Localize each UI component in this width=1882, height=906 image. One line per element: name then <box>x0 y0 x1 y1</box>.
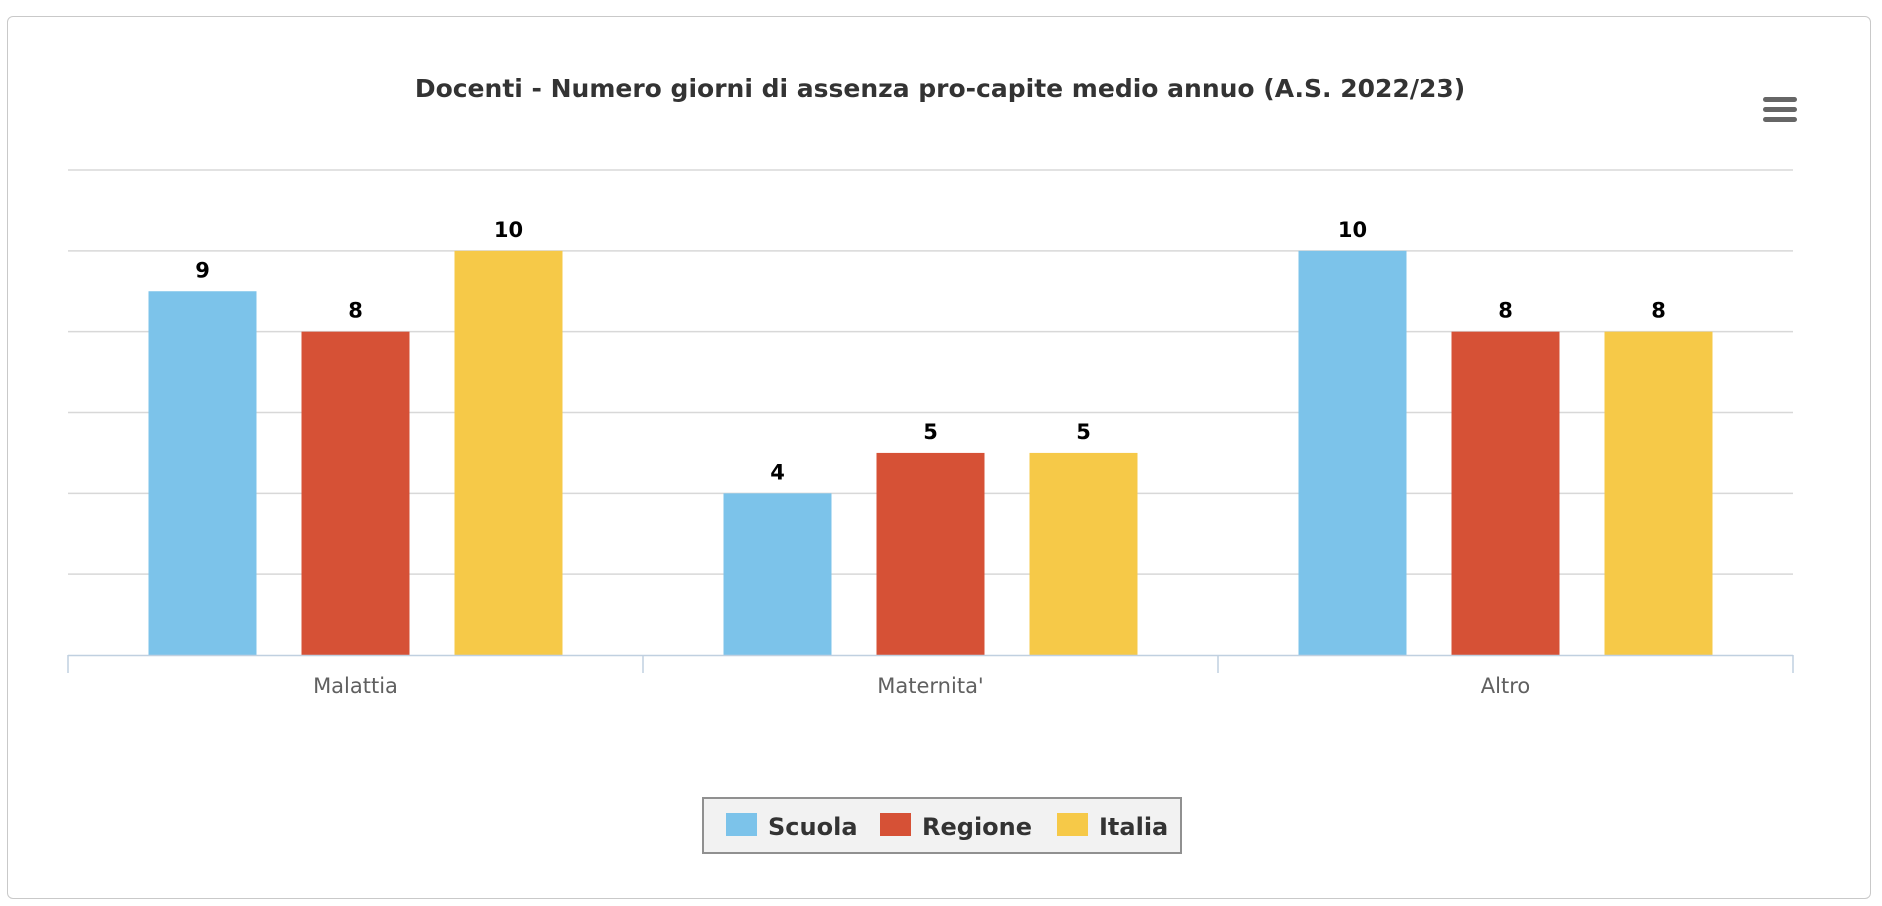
chart-menu-button[interactable] <box>1760 89 1800 129</box>
legend-box <box>702 797 1182 854</box>
chart-title: Docenti - Numero giorni di assenza pro-c… <box>415 74 1465 103</box>
bar-regione-3[interactable] <box>1451 331 1560 655</box>
legend-swatch <box>880 813 911 836</box>
legend-label: Scuola <box>768 813 858 841</box>
legend-item-scuola[interactable]: Scuola <box>726 813 858 841</box>
bar-chart: Docenti - Numero giorni di assenza pro-c… <box>67 74 1800 854</box>
legend-label: Italia <box>1099 813 1168 841</box>
bar-regione-1[interactable] <box>301 331 410 655</box>
x-tick-label: Malattia <box>313 674 398 698</box>
data-label: 8 <box>1651 299 1666 323</box>
data-label: 10 <box>494 218 523 242</box>
bar-scuola-2[interactable] <box>723 493 832 655</box>
data-labels: 9 8 10 4 5 5 10 8 8 <box>195 218 1666 485</box>
legend-label: Regione <box>922 813 1032 841</box>
x-tick-label: Maternita' <box>877 674 983 698</box>
x-axis: Malattia Maternita' Altro <box>67 654 1794 698</box>
x-tick-label: Altro <box>1481 674 1530 698</box>
legend-swatch <box>726 813 757 836</box>
bar-scuola-1[interactable] <box>148 291 257 655</box>
data-label: 10 <box>1338 218 1367 242</box>
data-label: 8 <box>1498 299 1513 323</box>
bar-italia-2[interactable] <box>1029 452 1138 655</box>
chart-card: Docenti - Numero giorni di assenza pro-c… <box>7 16 1871 899</box>
data-label: 5 <box>923 420 938 444</box>
legend-item-regione[interactable]: Regione <box>880 813 1032 841</box>
bar-regione-2[interactable] <box>876 452 985 655</box>
bar-scuola-3[interactable] <box>1298 250 1407 656</box>
legend-swatch <box>1057 813 1088 836</box>
data-label: 5 <box>1076 420 1091 444</box>
bar-italia-3[interactable] <box>1604 331 1713 655</box>
bars <box>148 250 1713 656</box>
data-label: 8 <box>348 299 363 323</box>
data-label: 4 <box>770 460 785 484</box>
bar-italia-1[interactable] <box>454 250 563 656</box>
legend-item-italia[interactable]: Italia <box>1057 813 1168 841</box>
data-label: 9 <box>195 258 210 282</box>
hamburger-menu-icon <box>1763 97 1797 122</box>
legend: Scuola Regione Italia <box>702 797 1182 854</box>
